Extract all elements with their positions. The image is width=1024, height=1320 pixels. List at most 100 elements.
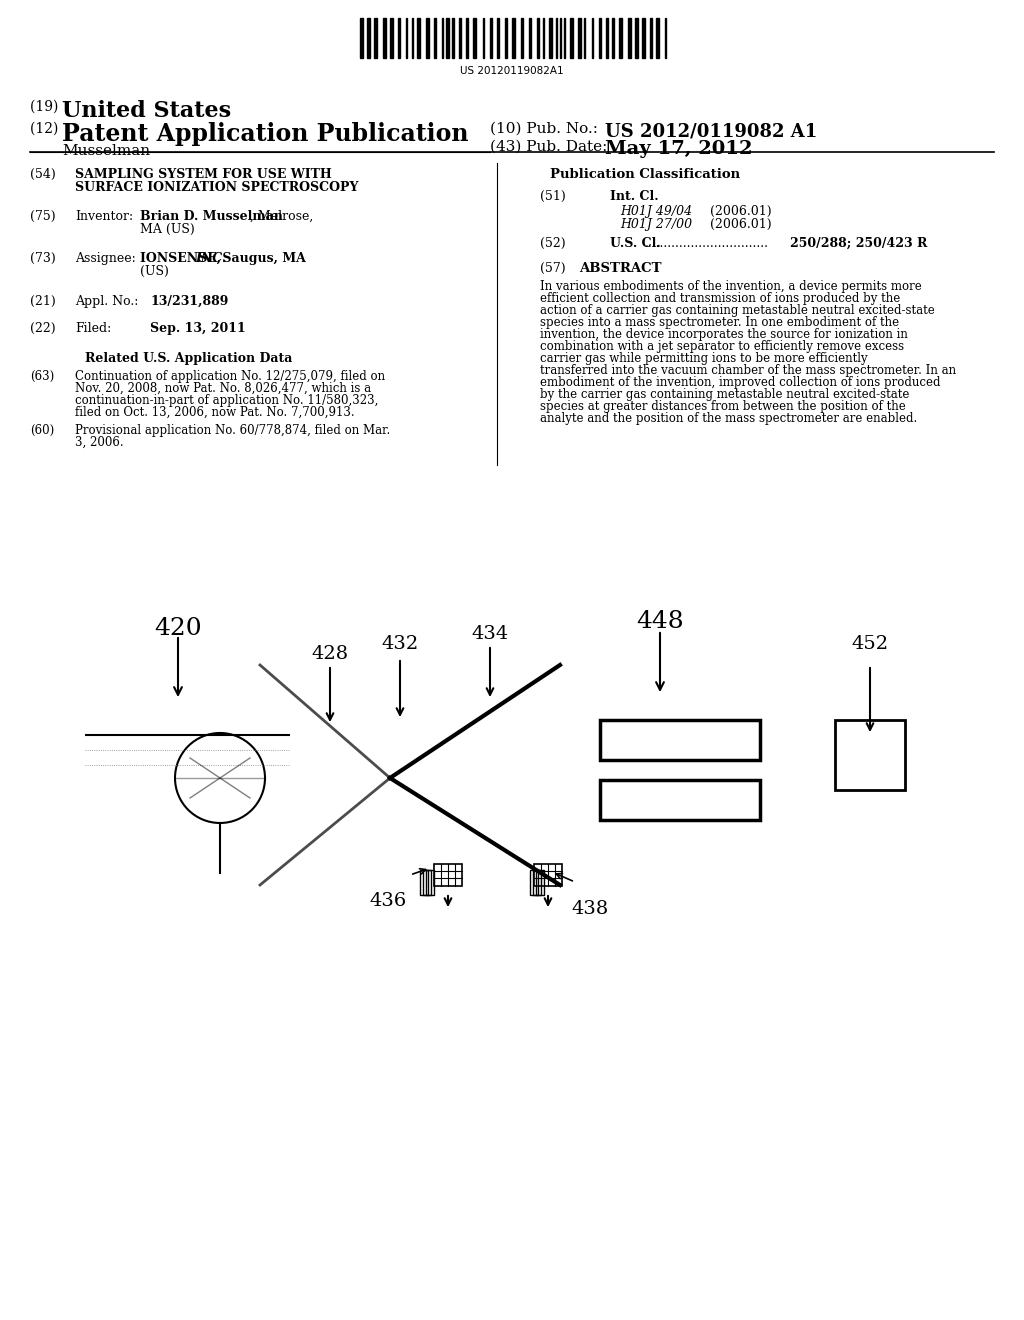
Text: carrier gas while permitting ions to be more efficiently: carrier gas while permitting ions to be … [540,352,867,366]
Text: (19): (19) [30,100,62,114]
Text: In various embodiments of the invention, a device permits more: In various embodiments of the invention,… [540,280,922,293]
Text: 420: 420 [155,616,202,640]
Text: 434: 434 [471,624,509,643]
Bar [423,870,431,895]
Text: (10) Pub. No.:: (10) Pub. No.: [490,121,598,136]
Text: MA (US): MA (US) [140,223,195,236]
Bar [650,18,652,58]
Bar [426,870,434,895]
Bar [390,18,393,58]
Text: 438: 438 [571,900,608,917]
Bar [360,18,362,58]
Text: (US): (US) [140,265,169,279]
Text: 250/288; 250/423 R: 250/288; 250/423 R [790,238,928,249]
Text: (43) Pub. Date:: (43) Pub. Date: [490,140,607,154]
Text: SURFACE IONIZATION SPECTROSCOPY: SURFACE IONIZATION SPECTROSCOPY [75,181,358,194]
Bar [434,18,436,58]
Text: United States: United States [62,100,231,121]
Bar [549,18,552,58]
Text: 432: 432 [381,635,419,653]
Text: Continuation of application No. 12/275,079, filed on: Continuation of application No. 12/275,0… [75,370,385,383]
Text: (60): (60) [30,424,54,437]
Text: U.S. Cl.: U.S. Cl. [610,238,660,249]
Text: Appl. No.:: Appl. No.: [75,294,138,308]
Text: (2006.01): (2006.01) [710,205,772,218]
Bar [505,18,507,58]
Text: INC.: INC. [195,252,226,265]
Text: 428: 428 [311,645,348,663]
Bar [521,18,523,58]
Bar [497,18,499,58]
Bar [618,18,622,58]
Bar [642,18,645,58]
Text: action of a carrier gas containing metastable neutral excited-state: action of a carrier gas containing metas… [540,304,935,317]
Text: Brian D. Musselman: Brian D. Musselman [140,210,283,223]
Text: Musselman: Musselman [62,144,151,158]
Text: (57): (57) [540,261,565,275]
Bar [529,18,531,58]
Text: species into a mass spectrometer. In one embodiment of the: species into a mass spectrometer. In one… [540,315,899,329]
Text: filed on Oct. 13, 2006, now Pat. No. 7,700,913.: filed on Oct. 13, 2006, now Pat. No. 7,7… [75,407,354,418]
Text: May 17, 2012: May 17, 2012 [605,140,753,158]
Bar [835,719,905,789]
Bar [606,18,608,58]
Text: Publication Classification: Publication Classification [550,168,740,181]
Bar [417,18,420,58]
Bar [466,18,468,58]
Text: efficient collection and transmission of ions produced by the: efficient collection and transmission of… [540,292,900,305]
Bar [534,865,562,886]
Text: Patent Application Publication: Patent Application Publication [62,121,469,147]
Text: by the carrier gas containing metastable neutral excited-state: by the carrier gas containing metastable… [540,388,909,401]
Text: ABSTRACT: ABSTRACT [579,261,662,275]
Text: ................................: ................................ [645,238,769,249]
Text: invention, the device incorporates the source for ionization in: invention, the device incorporates the s… [540,327,908,341]
Bar [383,18,386,58]
Text: continuation-in-part of application No. 11/580,323,: continuation-in-part of application No. … [75,393,379,407]
Text: transferred into the vacuum chamber of the mass spectrometer. In an: transferred into the vacuum chamber of t… [540,364,956,378]
Text: (73): (73) [30,252,55,265]
Text: IONSENSE,: IONSENSE, [140,252,225,265]
Bar [426,18,429,58]
Bar [635,18,638,58]
Bar [420,870,428,895]
Text: Inventor:: Inventor: [75,210,133,223]
Bar [452,18,454,58]
Text: (22): (22) [30,322,55,335]
Bar [367,18,370,58]
Text: (75): (75) [30,210,55,223]
Text: H01J 27/00: H01J 27/00 [620,218,692,231]
Text: Related U.S. Application Data: Related U.S. Application Data [85,352,293,366]
Text: 452: 452 [851,635,889,653]
Text: H01J 49/04: H01J 49/04 [620,205,692,218]
Bar [473,18,476,58]
Text: 3, 2006.: 3, 2006. [75,436,124,449]
Bar [628,18,631,58]
Bar [374,18,377,58]
Bar [578,18,581,58]
Text: Int. Cl.: Int. Cl. [610,190,658,203]
Text: Filed:: Filed: [75,322,112,335]
Bar [446,18,449,58]
Bar [537,18,539,58]
Text: 448: 448 [636,610,684,634]
Text: 436: 436 [370,892,407,909]
Text: combination with a jet separator to efficiently remove excess: combination with a jet separator to effi… [540,341,904,352]
Text: species at greater distances from between the position of the: species at greater distances from betwee… [540,400,906,413]
Bar [612,18,614,58]
Bar [600,719,760,760]
Text: Assignee:: Assignee: [75,252,136,265]
Text: (12): (12) [30,121,62,136]
Bar [600,780,760,820]
Text: (63): (63) [30,370,54,383]
Text: Sep. 13, 2011: Sep. 13, 2011 [150,322,246,335]
Text: US 2012/0119082 A1: US 2012/0119082 A1 [605,121,817,140]
Text: US 20120119082A1: US 20120119082A1 [460,66,564,77]
Bar [530,870,538,895]
Bar [599,18,601,58]
Text: 13/231,889: 13/231,889 [150,294,228,308]
Text: (51): (51) [540,190,565,203]
Text: (21): (21) [30,294,55,308]
Text: Nov. 20, 2008, now Pat. No. 8,026,477, which is a: Nov. 20, 2008, now Pat. No. 8,026,477, w… [75,381,371,395]
Bar [656,18,659,58]
Text: (2006.01): (2006.01) [710,218,772,231]
